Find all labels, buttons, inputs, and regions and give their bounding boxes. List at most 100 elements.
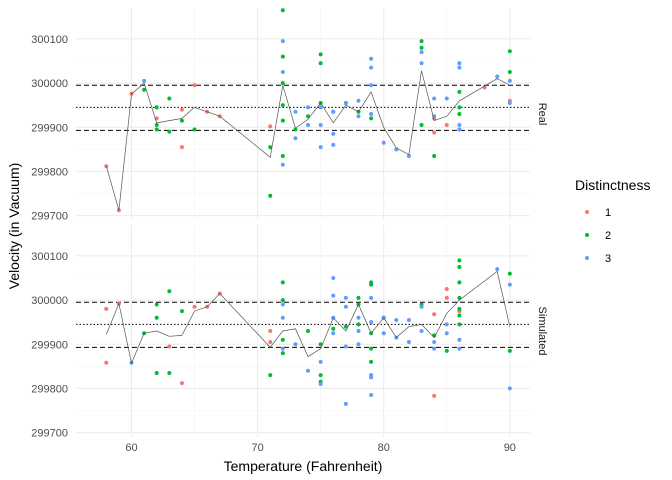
data-point-distinctness-2 bbox=[507, 70, 512, 75]
data-point-distinctness-1 bbox=[104, 306, 109, 311]
x-tick-label: 90 bbox=[504, 442, 516, 454]
data-point-distinctness-2 bbox=[192, 127, 197, 132]
data-point-distinctness-3 bbox=[356, 315, 361, 320]
data-point-distinctness-3 bbox=[381, 140, 386, 145]
data-point-distinctness-3 bbox=[356, 342, 361, 347]
data-point-distinctness-3 bbox=[280, 162, 285, 167]
data-point-distinctness-3 bbox=[331, 293, 336, 298]
data-point-distinctness-2 bbox=[318, 342, 323, 347]
data-point-distinctness-2 bbox=[369, 346, 374, 351]
panel-simulated: 299700 299800 299900 300000 300100 Simulated bbox=[31, 225, 548, 440]
data-point-distinctness-2 bbox=[280, 337, 285, 342]
data-point-distinctness-3 bbox=[280, 315, 285, 320]
data-point-distinctness-3 bbox=[419, 304, 424, 309]
data-point-distinctness-2 bbox=[507, 348, 512, 353]
data-point-distinctness-2 bbox=[280, 118, 285, 123]
data-point-distinctness-3 bbox=[306, 123, 311, 128]
data-point-distinctness-2 bbox=[318, 61, 323, 66]
data-point-distinctness-3 bbox=[444, 322, 449, 327]
data-point-distinctness-1 bbox=[192, 304, 197, 309]
data-point-distinctness-2 bbox=[280, 81, 285, 86]
data-point-distinctness-3 bbox=[369, 112, 374, 116]
data-point-distinctness-3 bbox=[293, 342, 298, 347]
data-point-distinctness-1 bbox=[104, 360, 109, 365]
x-axis-ticks: 60 70 80 90 bbox=[125, 442, 516, 454]
data-point-distinctness-2 bbox=[457, 306, 462, 311]
data-point-distinctness-2 bbox=[318, 52, 323, 57]
strip-label-simulated: Simulated bbox=[536, 307, 548, 356]
y-tick-label: 299700 bbox=[31, 211, 68, 223]
data-point-distinctness-3 bbox=[306, 368, 311, 373]
data-point-distinctness-2 bbox=[369, 116, 374, 121]
data-point-distinctness-3 bbox=[369, 393, 374, 398]
data-point-distinctness-1 bbox=[192, 83, 197, 88]
legend-label-2: 2 bbox=[605, 230, 611, 242]
data-point-distinctness-3 bbox=[331, 109, 336, 114]
mean-line bbox=[105, 70, 510, 211]
data-point-distinctness-3 bbox=[343, 295, 348, 300]
data-point-distinctness-1 bbox=[268, 340, 273, 345]
legend-key-3 bbox=[585, 256, 589, 260]
data-point-distinctness-2 bbox=[457, 322, 462, 327]
data-point-distinctness-3 bbox=[381, 331, 386, 336]
data-point-distinctness-3 bbox=[495, 267, 500, 272]
data-point-distinctness-3 bbox=[331, 331, 336, 336]
data-point-distinctness-2 bbox=[343, 324, 348, 329]
data-point-distinctness-2 bbox=[457, 112, 462, 116]
data-point-distinctness-2 bbox=[331, 326, 336, 331]
data-point-distinctness-1 bbox=[444, 123, 449, 128]
data-point-distinctness-2 bbox=[268, 193, 273, 198]
data-point-distinctness-1 bbox=[268, 124, 273, 129]
data-point-distinctness-2 bbox=[154, 105, 159, 110]
y-tick-label: 299800 bbox=[31, 383, 68, 395]
data-point-distinctness-3 bbox=[343, 344, 348, 349]
data-point-distinctness-3 bbox=[406, 340, 411, 345]
data-point-distinctness-3 bbox=[293, 136, 298, 141]
y-tick-label: 300100 bbox=[31, 251, 68, 263]
data-point-distinctness-3 bbox=[457, 65, 462, 70]
data-point-distinctness-2 bbox=[457, 258, 462, 263]
data-point-distinctness-3 bbox=[369, 295, 374, 300]
data-point-distinctness-3 bbox=[331, 276, 336, 280]
data-point-distinctness-2 bbox=[154, 315, 159, 320]
strip-label-real: Real bbox=[536, 103, 548, 126]
data-point-distinctness-2 bbox=[280, 153, 285, 158]
data-point-distinctness-3 bbox=[419, 61, 424, 66]
data-point-distinctness-2 bbox=[293, 127, 298, 132]
data-point-distinctness-3 bbox=[457, 61, 462, 66]
data-point-distinctness-3 bbox=[280, 346, 285, 351]
data-point-distinctness-2 bbox=[457, 280, 462, 285]
y-tick-label: 299900 bbox=[31, 339, 68, 351]
data-point-distinctness-2 bbox=[369, 359, 374, 364]
data-point-distinctness-2 bbox=[268, 145, 273, 150]
data-point-distinctness-2 bbox=[154, 123, 159, 128]
data-point-distinctness-3 bbox=[444, 331, 449, 336]
data-point-distinctness-1 bbox=[268, 329, 273, 333]
data-point-distinctness-3 bbox=[280, 70, 285, 75]
data-point-distinctness-3 bbox=[432, 340, 437, 345]
data-point-distinctness-2 bbox=[457, 295, 462, 300]
data-point-distinctness-2 bbox=[444, 348, 449, 353]
data-point-distinctness-2 bbox=[306, 329, 311, 333]
data-point-distinctness-1 bbox=[179, 107, 184, 112]
data-point-distinctness-2 bbox=[507, 49, 512, 54]
data-point-distinctness-3 bbox=[507, 100, 512, 105]
data-point-distinctness-2 bbox=[318, 373, 323, 378]
data-point-distinctness-2 bbox=[154, 370, 159, 375]
data-point-distinctness-3 bbox=[406, 153, 411, 158]
data-point-distinctness-2 bbox=[280, 54, 285, 59]
legend-label-3: 3 bbox=[605, 253, 611, 265]
data-point-distinctness-2 bbox=[457, 264, 462, 269]
data-point-distinctness-2 bbox=[179, 309, 184, 314]
data-point-distinctness-3 bbox=[331, 131, 336, 136]
data-point-distinctness-3 bbox=[507, 78, 512, 83]
y-tick-label: 300000 bbox=[31, 295, 68, 307]
data-point-distinctness-3 bbox=[306, 105, 311, 110]
data-point-distinctness-3 bbox=[419, 329, 424, 333]
data-point-distinctness-3 bbox=[457, 346, 462, 351]
data-point-distinctness-3 bbox=[331, 142, 336, 147]
panels-layer: 299700299800299900300000300100Real299700… bbox=[31, 8, 548, 454]
data-point-distinctness-2 bbox=[167, 289, 172, 294]
data-point-distinctness-2 bbox=[306, 114, 311, 119]
